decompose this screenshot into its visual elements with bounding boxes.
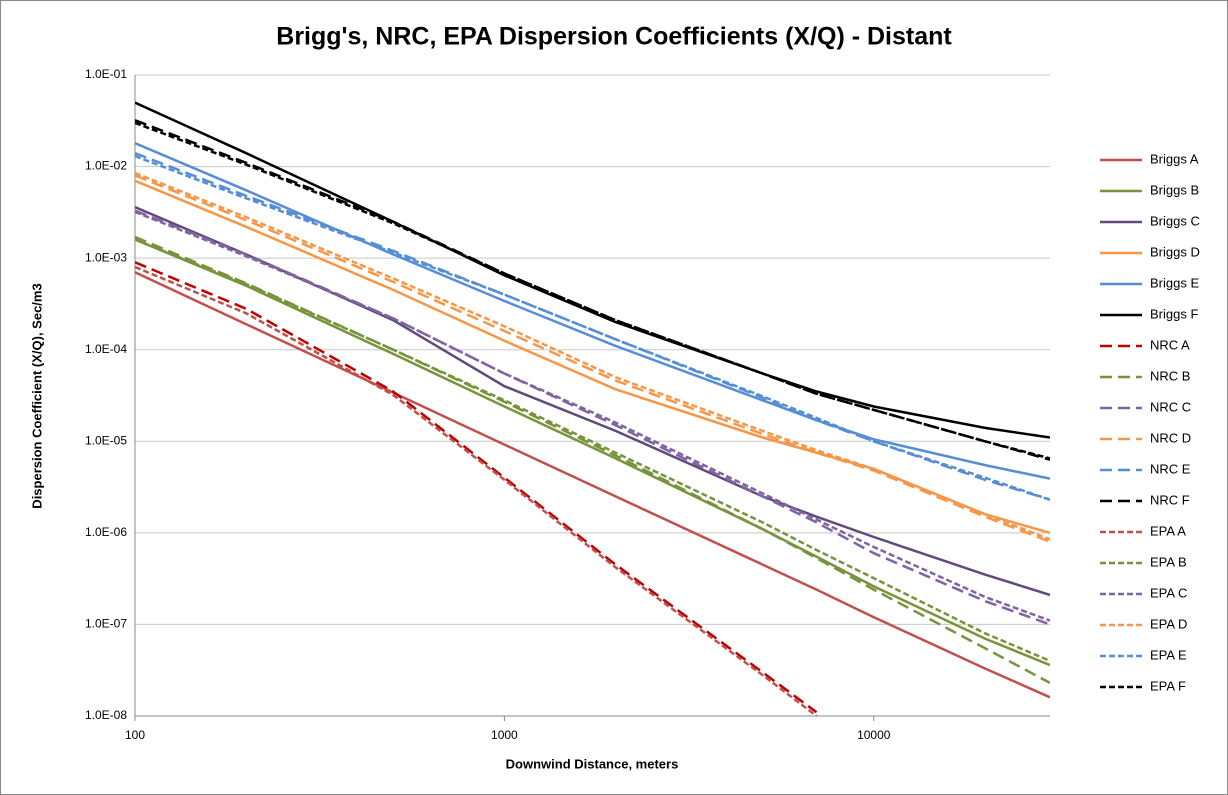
y-tick-label: 1.0E-05 xyxy=(85,433,127,447)
series-line xyxy=(135,265,818,716)
series-line xyxy=(135,142,1050,480)
legend-label: EPA B xyxy=(1150,554,1187,569)
x-tick-label: 100 xyxy=(125,728,145,742)
y-tick-label: 1.0E-03 xyxy=(85,250,127,264)
y-tick-label: 1.0E-01 xyxy=(85,67,127,81)
x-tick-label: 1000 xyxy=(491,728,518,742)
legend-label: EPA C xyxy=(1150,585,1187,600)
series-line xyxy=(135,174,1050,543)
series-line xyxy=(135,154,1050,501)
y-axis-label: Dispersion Coefficient (X/Q), Sec/m3 xyxy=(29,283,44,508)
y-tick-label: 1.0E-02 xyxy=(85,159,127,173)
legend-label: NRC E xyxy=(1150,461,1191,476)
series-line xyxy=(135,171,1050,541)
y-tick-label: 1.0E-07 xyxy=(85,617,127,631)
legend-label: NRC F xyxy=(1150,492,1190,507)
legend-label: EPA E xyxy=(1150,647,1187,662)
legend-label: Briggs E xyxy=(1150,275,1199,290)
legend-label: EPA A xyxy=(1150,523,1186,538)
legend-label: NRC C xyxy=(1150,399,1191,414)
x-axis-label: Downwind Distance, meters xyxy=(506,756,679,771)
legend-label: EPA F xyxy=(1150,678,1186,693)
series-line xyxy=(135,121,1050,460)
x-tick-label: 10000 xyxy=(857,728,891,742)
y-tick-label: 1.0E-06 xyxy=(85,525,127,539)
y-tick-label: 1.0E-04 xyxy=(85,342,127,356)
series-line xyxy=(135,271,1050,699)
legend-label: Briggs C xyxy=(1150,213,1200,228)
legend-label: NRC D xyxy=(1150,430,1191,445)
series-line xyxy=(135,238,1050,663)
legend-label: NRC A xyxy=(1150,337,1190,352)
series-line xyxy=(135,238,1050,667)
y-tick-label: 1.0E-08 xyxy=(85,708,127,722)
legend-label: Briggs A xyxy=(1150,151,1199,166)
series-line xyxy=(135,210,1050,622)
legend-label: EPA D xyxy=(1150,616,1187,631)
legend-label: Briggs B xyxy=(1150,182,1199,197)
legend-label: Briggs D xyxy=(1150,244,1200,259)
legend-label: NRC B xyxy=(1150,368,1190,383)
chart-title: Brigg's, NRC, EPA Dispersion Coefficient… xyxy=(276,23,952,51)
legend-label: Briggs F xyxy=(1150,306,1198,321)
